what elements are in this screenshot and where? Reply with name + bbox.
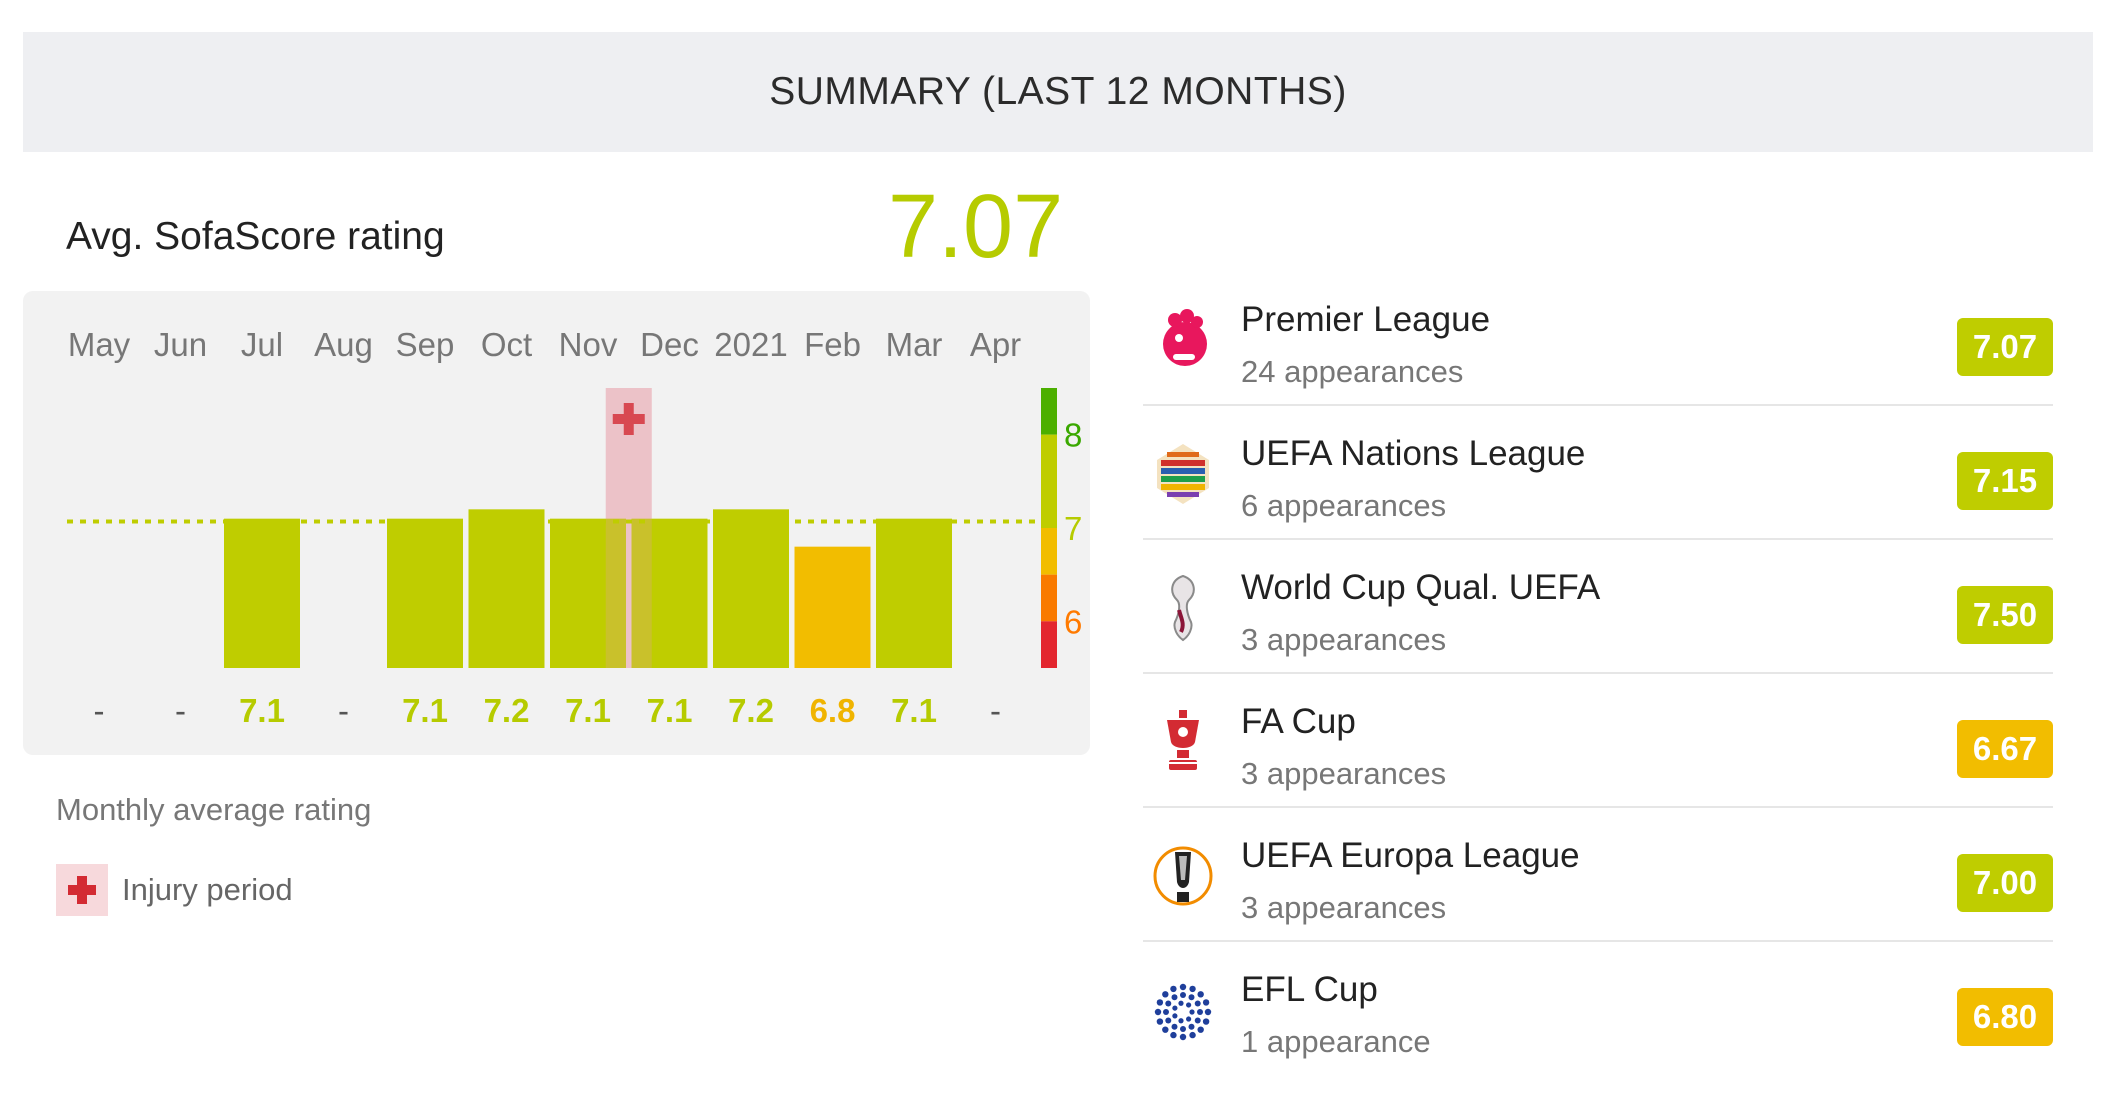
- scale-band: [1041, 574, 1057, 622]
- tournament-appearances: 3 appearances: [1241, 622, 1447, 657]
- injury-cross-icon: [612, 414, 645, 424]
- tournament-row[interactable]: UEFA Europa League 3 appearances 7.00: [1143, 808, 2053, 942]
- avg-rating-label: Avg. SofaScore rating: [66, 215, 445, 258]
- value-label: -: [990, 692, 1001, 729]
- tournament-name: World Cup Qual. UEFA: [1241, 568, 1601, 607]
- month-label: Mar: [886, 326, 943, 363]
- efl-cup-logo-icon: [1151, 972, 1215, 1048]
- nations-league-logo-icon: [1151, 436, 1215, 512]
- scale-band: [1041, 621, 1057, 668]
- value-label: 7.1: [647, 692, 693, 729]
- month-label: Apr: [970, 326, 1021, 363]
- tournament-name: Premier League: [1241, 300, 1491, 339]
- tournament-rating-badge: 6.80: [1957, 988, 2053, 1046]
- value-label: 7.1: [565, 692, 611, 729]
- month-label: Oct: [481, 326, 532, 363]
- value-label: 7.1: [239, 692, 285, 729]
- chart-svg: May Jun Jul Aug Sep Oct Nov Dec 2021 Feb Mar Apr - - 7…: [67, 326, 1082, 729]
- value-label: -: [175, 692, 186, 729]
- month-label: Nov: [559, 326, 618, 363]
- scale-band: [1041, 528, 1057, 575]
- europa-league-logo-icon: [1151, 838, 1215, 914]
- value-label: 7.1: [891, 692, 937, 729]
- tournament-appearances: 6 appearances: [1241, 488, 1447, 523]
- injury-cross-icon: [56, 864, 108, 916]
- fa-cup-logo-icon: [1151, 704, 1215, 780]
- scale-tick-label: 7: [1064, 510, 1082, 547]
- tournament-appearances: 3 appearances: [1241, 756, 1447, 791]
- premier-league-logo-icon: [1151, 302, 1215, 378]
- month-label: May: [68, 326, 131, 363]
- month-label: 2021: [714, 326, 787, 363]
- tournament-rating-badge: 7.50: [1957, 586, 2053, 644]
- scale-tick-label: 8: [1064, 417, 1082, 454]
- value-label: 6.8: [810, 692, 856, 729]
- summary-title: SUMMARY (LAST 12 MONTHS): [769, 70, 1347, 113]
- bar-nov: [550, 518, 626, 668]
- month-label: Jul: [241, 326, 283, 363]
- bar-sep: [387, 518, 463, 668]
- tournament-row[interactable]: Premier League 24 appearances 7.07: [1143, 272, 2053, 406]
- month-label: Jun: [154, 326, 207, 363]
- month-label: Aug: [314, 326, 373, 363]
- month-label: Dec: [640, 326, 699, 363]
- tournament-appearances: 1 appearance: [1241, 1024, 1431, 1059]
- tournament-name: UEFA Nations League: [1241, 434, 1586, 473]
- tournament-name: FA Cup: [1241, 702, 1356, 741]
- summary-header: SUMMARY (LAST 12 MONTHS): [23, 32, 2093, 152]
- bar-dec: [631, 518, 708, 668]
- monthly-rating-chart: May Jun Jul Aug Sep Oct Nov Dec 2021 Feb Mar Apr - - 7…: [23, 291, 1090, 755]
- scale-band: [1041, 434, 1057, 528]
- value-label: -: [94, 692, 105, 729]
- value-label: 7.1: [402, 692, 448, 729]
- month-label: Feb: [804, 326, 861, 363]
- tournament-rating-badge: 7.07: [1957, 318, 2053, 376]
- bar-jul: [224, 518, 300, 668]
- value-label: 7.2: [728, 692, 774, 729]
- tournament-list: Premier League 24 appearances 7.07 UEFA …: [1143, 272, 2053, 1076]
- world-cup-logo-icon: [1151, 570, 1215, 646]
- avg-rating-value: 7.07: [888, 177, 1064, 277]
- tournament-appearances: 24 appearances: [1241, 354, 1464, 389]
- tournament-rating-badge: 7.15: [1957, 452, 2053, 510]
- month-label: Sep: [396, 326, 455, 363]
- tournament-appearances: 3 appearances: [1241, 890, 1447, 925]
- chart-caption: Monthly average rating: [56, 792, 372, 827]
- tournament-name: UEFA Europa League: [1241, 836, 1580, 875]
- tournament-row[interactable]: World Cup Qual. UEFA 3 appearances 7.50: [1143, 540, 2053, 674]
- value-label: -: [338, 692, 349, 729]
- bar-oct: [468, 509, 545, 668]
- injury-legend-label: Injury period: [122, 872, 293, 907]
- bar-2021: [713, 509, 789, 668]
- bar-mar: [876, 518, 952, 668]
- value-label: 7.2: [484, 692, 530, 729]
- tournament-rating-badge: 6.67: [1957, 720, 2053, 778]
- tournament-rating-badge: 7.00: [1957, 854, 2053, 912]
- tournament-row[interactable]: FA Cup 3 appearances 6.67: [1143, 674, 2053, 808]
- tournament-row[interactable]: UEFA Nations League 6 appearances 7.15: [1143, 406, 2053, 540]
- bar-feb: [794, 546, 871, 668]
- scale-tick-label: 6: [1064, 603, 1082, 640]
- scale-band: [1041, 388, 1057, 435]
- tournament-name: EFL Cup: [1241, 970, 1378, 1009]
- injury-overlay: [605, 388, 652, 668]
- tournament-row[interactable]: EFL Cup 1 appearance 6.80: [1143, 942, 2053, 1076]
- injury-legend: Injury period: [56, 864, 293, 916]
